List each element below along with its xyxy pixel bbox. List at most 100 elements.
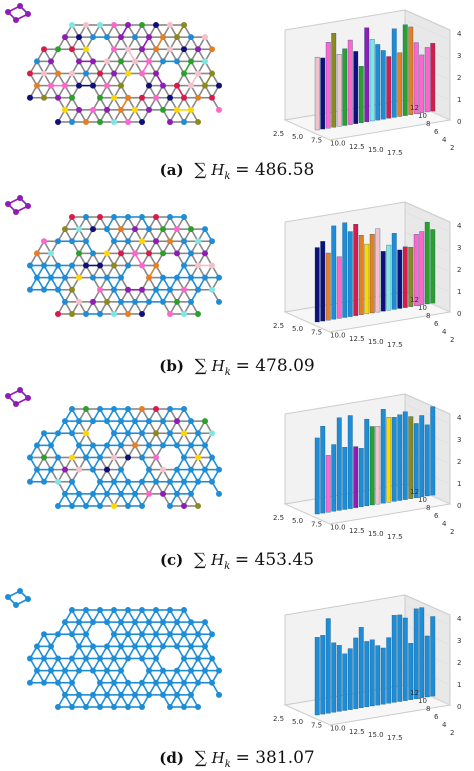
graph-node [97,70,103,77]
graph-node [90,82,96,89]
graph-node [97,310,103,317]
graph-node [111,262,117,269]
bar-3d [358,235,364,315]
graph-node [202,58,208,65]
graph-node [104,250,110,257]
caption-a: (a) ∑ Hk = 486.58 [0,160,474,182]
graph-node [62,490,68,497]
graph-node [118,298,124,305]
x-tick-label: 17.5 [387,341,403,349]
graph-node [139,478,145,485]
bar-3d [391,233,397,310]
bar-3d [364,27,370,123]
graph-node [55,430,61,437]
graph-node [125,22,131,28]
z-tick-label: 4 [457,414,462,422]
sum-symbol: ∑ [194,748,207,768]
x-tick-label: 12.5 [349,335,365,343]
graph-node [153,262,159,269]
graph-node [153,607,159,613]
x-tick-label: 2.5 [273,514,284,522]
z-tick-label: 3 [457,52,461,60]
graph-node [69,655,75,662]
x-tick-label: 2.5 [273,322,284,330]
z-tick-label: 4 [457,615,462,623]
bar-3d [386,244,392,311]
graph-node [76,643,82,650]
graph-node [209,238,215,245]
bar-3d [419,231,425,306]
graph-node [209,94,215,101]
graph-node [104,34,110,41]
graph-node [97,679,103,686]
graph-node [167,631,173,638]
graph-node [76,274,82,281]
graph-node [160,298,166,305]
graph-node [118,667,124,674]
graph-node [118,418,124,425]
caption-label: (a) [159,161,184,179]
graph-node [104,442,110,449]
bar-3d [424,47,430,113]
graph-node [181,679,187,686]
graph-node [153,286,159,293]
graph-node [146,442,152,449]
sum-symbol: ∑ [194,356,207,376]
graph-node [188,226,194,233]
graph-node [104,274,110,281]
bar-3d [342,48,348,126]
bar-3d [375,44,381,121]
graph-node [69,430,75,437]
y-tick-label: 10 [418,112,427,120]
graph-node [118,619,124,626]
z-tick-label: 2 [457,74,461,82]
graph-node [125,46,131,53]
bar-3d [364,243,370,315]
graph-node [132,418,138,425]
graph-node [160,274,166,281]
graph-node [153,214,159,220]
graph-node [83,454,89,461]
graph-node [139,607,145,613]
x-tick-label: 10.0 [330,332,346,340]
graph-node [83,70,89,77]
bar-3d [380,50,386,120]
graph-node [13,209,19,215]
graph-node [27,454,33,461]
graph-node [174,442,180,449]
graph-node [153,631,159,638]
graph-node [111,631,117,638]
bar-3d [358,627,364,708]
graph-node [195,679,201,686]
graph-node [202,442,208,449]
h-symbol: Hk [211,161,231,182]
graph-node [111,70,117,77]
graph-node [195,46,201,53]
bar-3d [380,251,386,312]
graph-node [202,466,208,473]
graph-node [62,34,68,41]
graph-node [132,619,138,626]
graph-node [188,619,194,626]
z-tick-label: 1 [457,480,461,488]
graph-node [188,82,194,89]
graph-node [139,262,145,269]
graph-node [216,667,222,674]
graph-node [90,34,96,41]
graph-node [146,691,152,698]
graph-node [216,106,222,113]
graph-node [181,406,187,412]
z-tick-label: 0 [457,310,461,318]
graph-node [139,310,145,317]
graph-node [34,643,40,650]
graph-node [27,655,33,662]
graph-node [97,502,103,509]
graph-node [181,22,187,28]
graph-node [195,655,201,662]
graph-node [202,418,208,425]
graph-node [153,406,159,412]
graph-node [104,226,110,233]
bar-3d [402,24,408,116]
sum-symbol: ∑ [194,160,207,180]
